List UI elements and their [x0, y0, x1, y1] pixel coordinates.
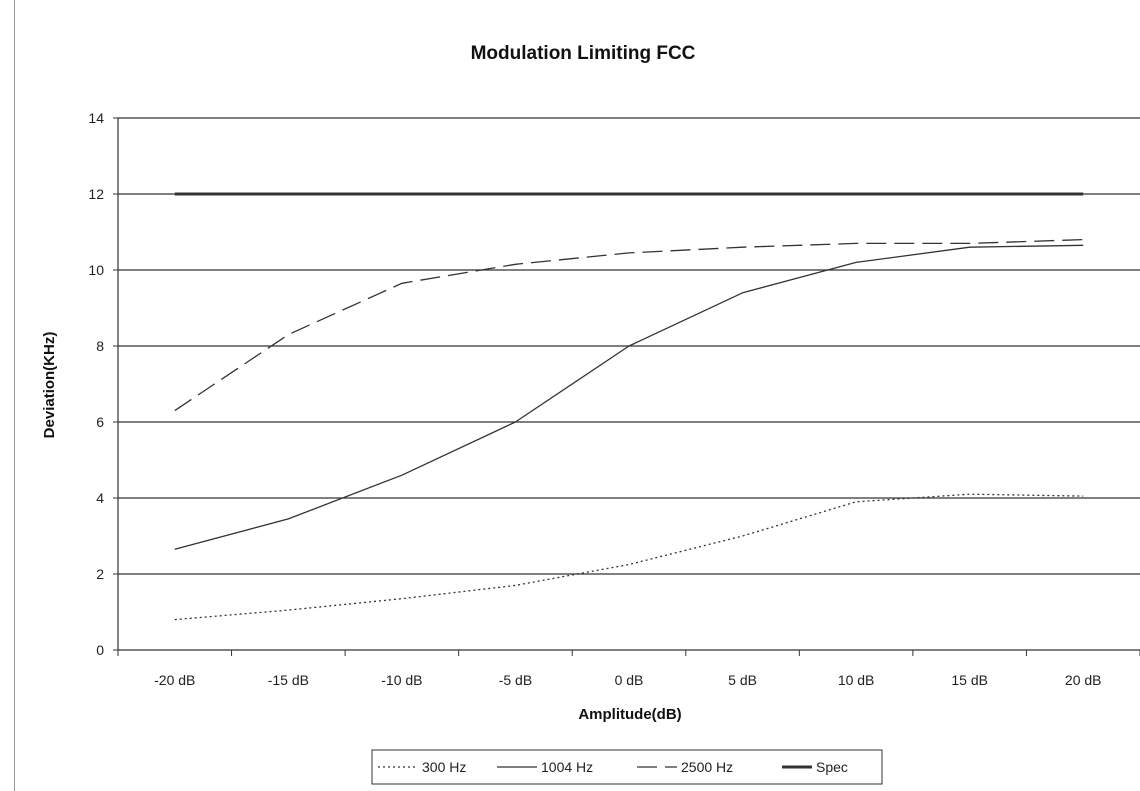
data-point [515, 421, 517, 423]
data-point [401, 598, 403, 600]
x-tick-label: 5 dB [728, 672, 757, 688]
series-line-1004-hz [174, 244, 1084, 550]
x-tick-label: -20 dB [154, 672, 195, 688]
x-tick-label: -10 dB [381, 672, 422, 688]
data-point [174, 193, 176, 195]
data-point [969, 193, 971, 195]
x-tick-label: 20 dB [1065, 672, 1102, 688]
legend-label: 2500 Hz [681, 759, 733, 775]
data-point [515, 585, 517, 587]
y-tick-label: 10 [88, 262, 104, 278]
data-point [969, 243, 971, 245]
legend-label: Spec [816, 759, 848, 775]
data-point [401, 474, 403, 476]
x-tick-label: 0 dB [615, 672, 644, 688]
data-point [742, 292, 744, 294]
x-tick-label: 15 dB [951, 672, 988, 688]
legend-label: 300 Hz [422, 759, 466, 775]
series-line-2500-hz [174, 238, 1084, 412]
data-point [742, 193, 744, 195]
y-axis-label: Deviation(KHz) [41, 332, 58, 439]
data-point [628, 345, 630, 347]
data-point [969, 493, 971, 495]
data-point [401, 283, 403, 285]
data-point [628, 252, 630, 254]
data-point [628, 193, 630, 195]
x-tick-label: 10 dB [838, 672, 875, 688]
chart-title: Modulation Limiting FCC [471, 43, 696, 64]
legend-label: 1004 Hz [541, 759, 593, 775]
data-point [174, 410, 176, 412]
legend: 300 Hz 1004 Hz 2500 Hz Spec [371, 749, 883, 785]
data-point [1082, 239, 1084, 241]
y-tick-label: 12 [88, 186, 104, 202]
y-tick-labels: 0 2 4 6 8 10 12 14 [88, 110, 104, 658]
data-point [855, 243, 857, 245]
data-point [969, 246, 971, 248]
data-point [288, 334, 290, 336]
data-point [1082, 193, 1084, 195]
data-point [515, 193, 517, 195]
data-point [288, 518, 290, 520]
data-point [401, 193, 403, 195]
data-point [174, 549, 176, 551]
data-point [288, 193, 290, 195]
data-point [174, 619, 176, 621]
x-tick-label: -15 dB [268, 672, 309, 688]
data-point [855, 193, 857, 195]
page-left-border [14, 0, 15, 791]
data-point [855, 501, 857, 503]
y-tick-label: 2 [96, 566, 104, 582]
y-tick-label: 8 [96, 338, 104, 354]
y-tick-label: 6 [96, 414, 104, 430]
y-tick-label: 4 [96, 490, 104, 506]
data-point [1082, 245, 1084, 247]
data-point [628, 564, 630, 566]
data-point [1082, 495, 1084, 497]
y-tick-label: 0 [96, 642, 104, 658]
x-tick-label: -5 dB [499, 672, 532, 688]
data-point [742, 535, 744, 537]
data-point [515, 264, 517, 266]
series-lines [174, 192, 1084, 621]
y-tick-label: 14 [88, 110, 104, 126]
x-tick-labels: -20 dB -15 dB -10 dB -5 dB 0 dB 5 dB 10 dB 15 d… [154, 672, 1101, 688]
data-point [288, 609, 290, 611]
axes [113, 117, 1140, 656]
data-point [742, 246, 744, 248]
data-point [855, 262, 857, 264]
series-line-300-hz [174, 493, 1084, 621]
x-axis-label: Amplitude(dB) [578, 706, 681, 723]
